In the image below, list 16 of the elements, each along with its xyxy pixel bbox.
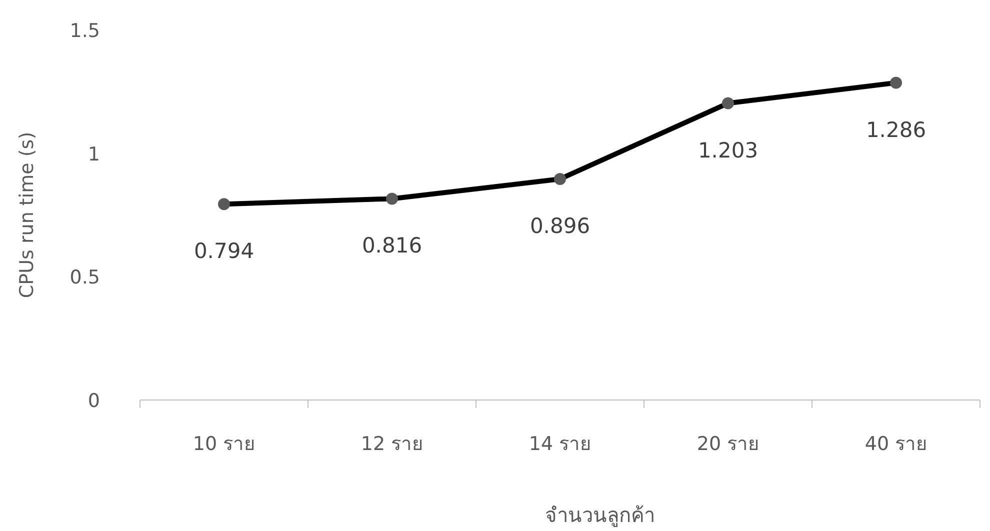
- y-tick-label: 0.5: [70, 266, 100, 289]
- y-tick-label: 1: [88, 143, 100, 166]
- x-tick-label: 12 ราย: [360, 433, 424, 455]
- data-label: 0.794: [194, 239, 254, 264]
- x-tick-label: 14 ราย: [528, 433, 592, 455]
- data-label: 0.896: [530, 214, 590, 238]
- x-tick-label: 40 ราย: [864, 433, 928, 455]
- y-tick-label: 0: [88, 390, 100, 412]
- x-tick-label: 20 ราย: [696, 433, 760, 455]
- y-tick-label: 1.5: [70, 20, 100, 42]
- data-label: 1.286: [866, 118, 926, 142]
- data-label: 1.203: [698, 138, 758, 162]
- x-tick-label: 10 ราย: [192, 433, 256, 455]
- x-axis-title: จำนวนลูกค้า: [545, 503, 655, 528]
- data-label: 0.816: [362, 234, 422, 258]
- y-axis-title: CPUs run time (s): [16, 132, 38, 298]
